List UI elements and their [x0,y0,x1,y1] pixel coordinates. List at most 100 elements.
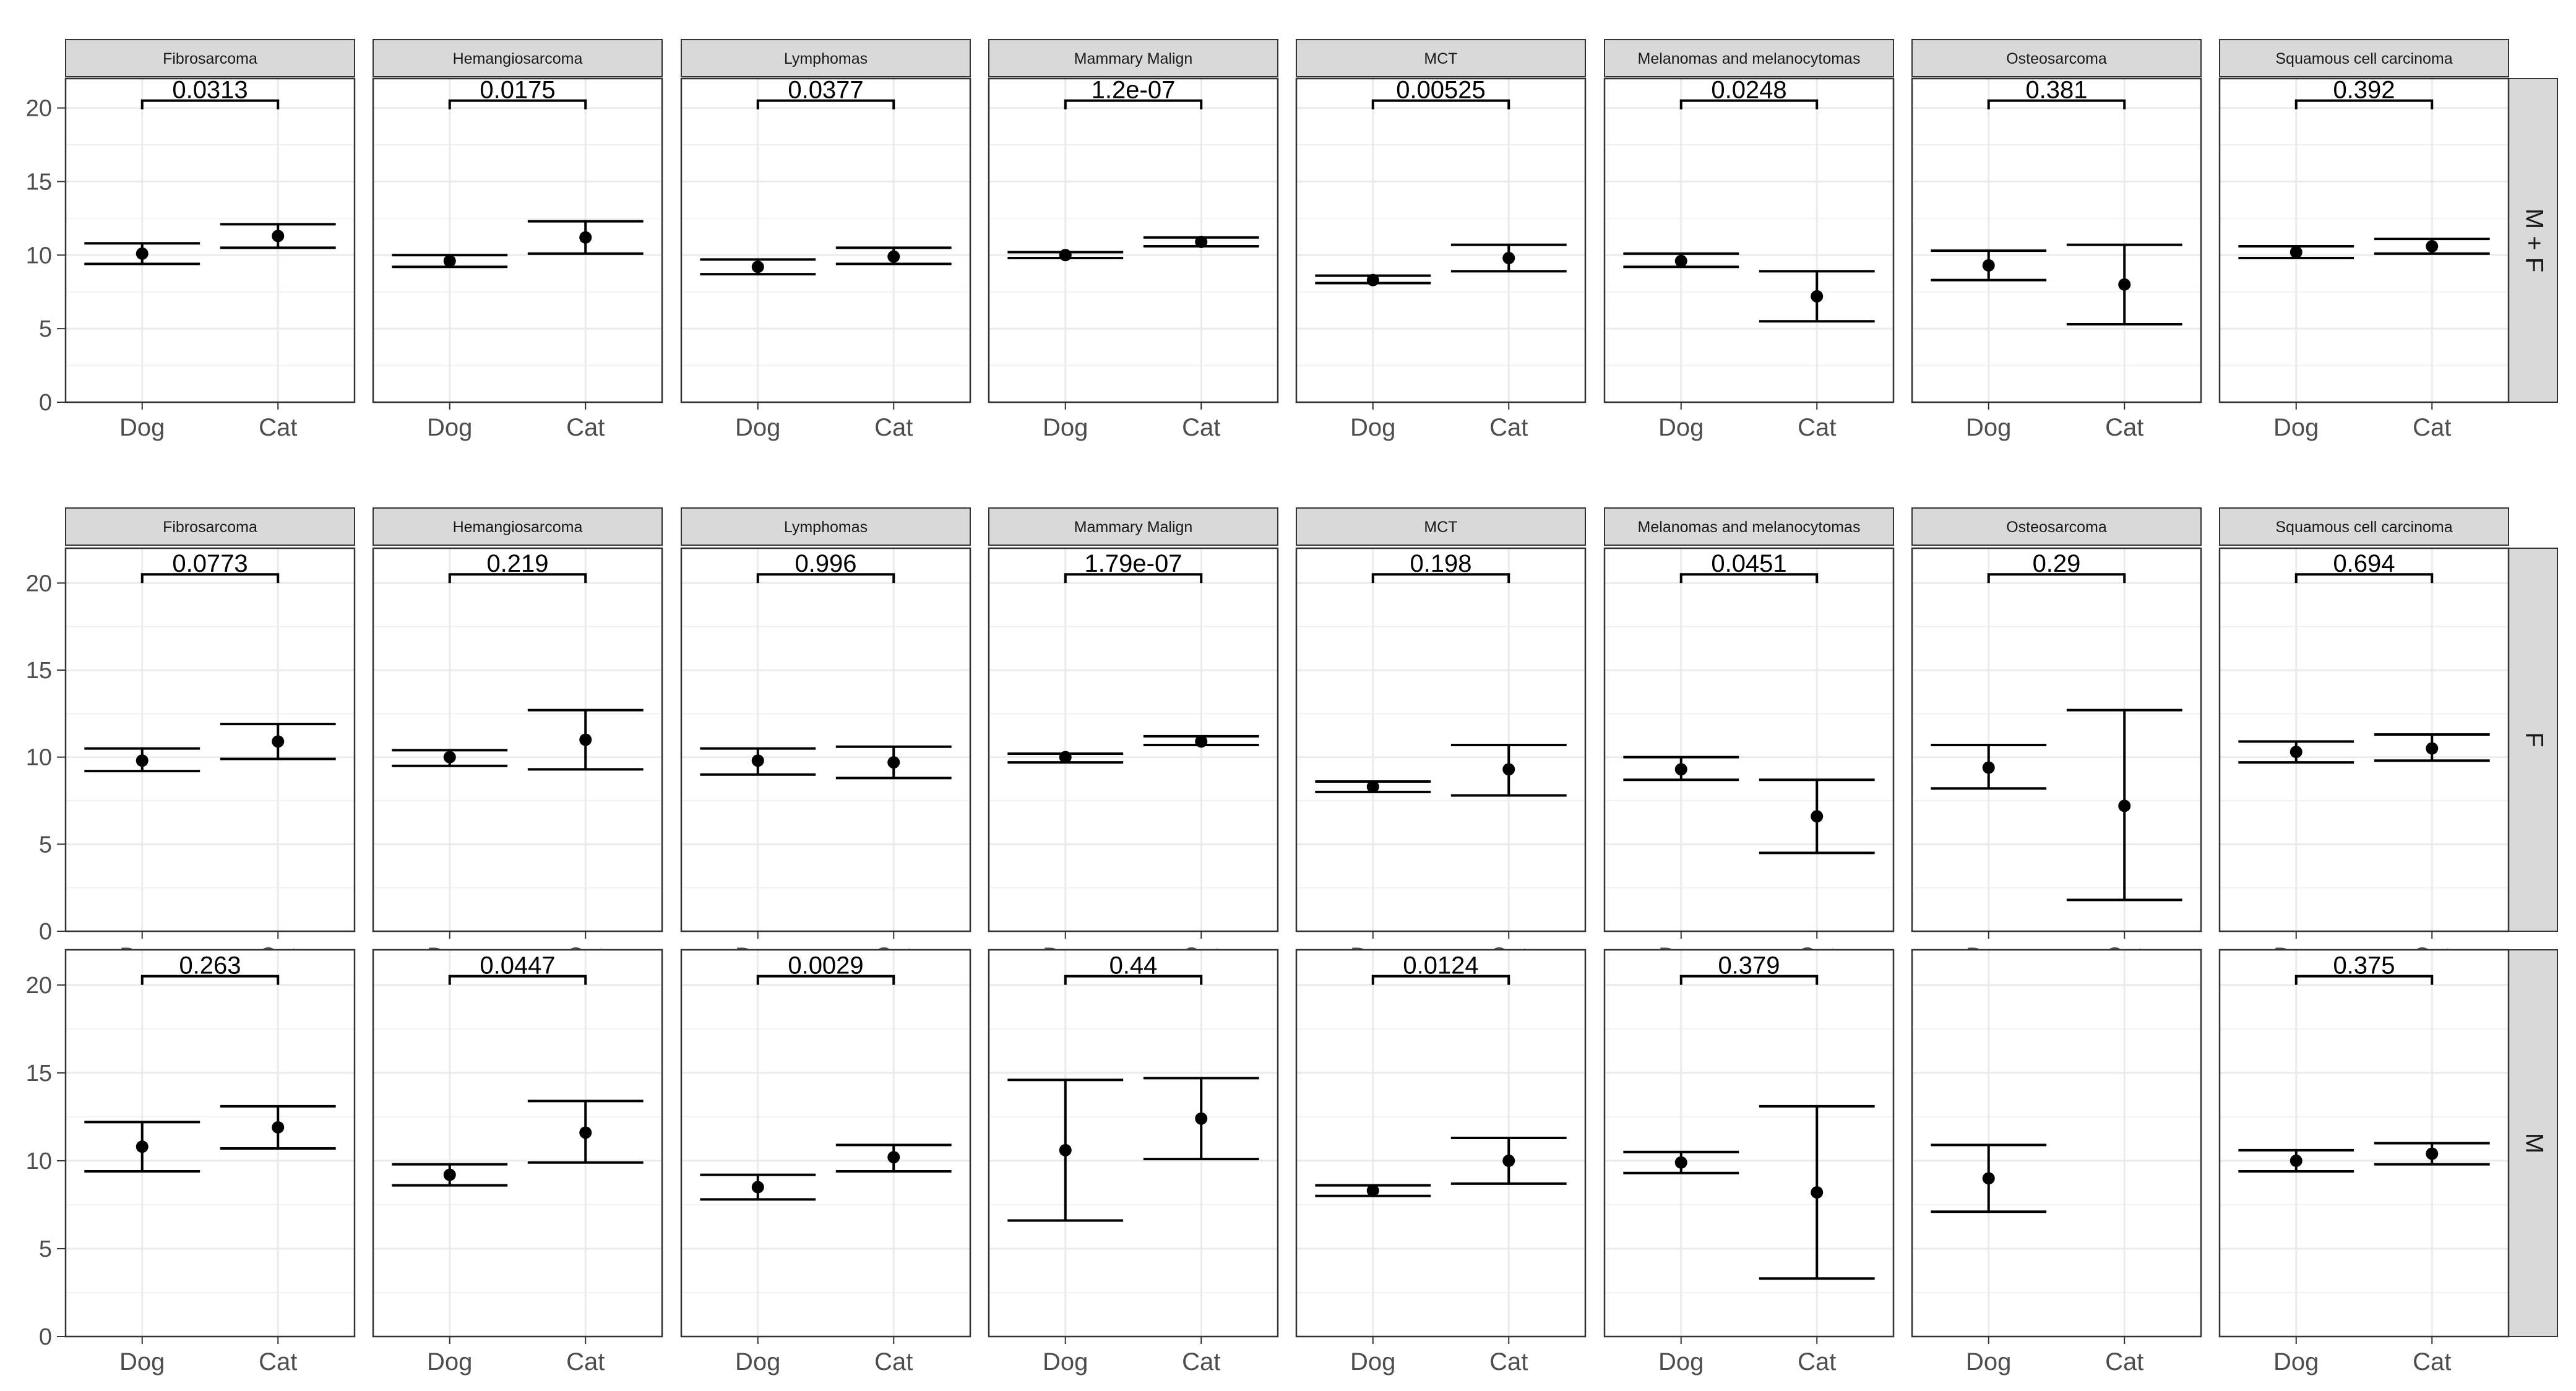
facet-strip-label: Lymphomas [784,50,868,67]
panel-border [680,77,971,403]
dog-mean-point [751,261,764,273]
panel-border [680,547,971,932]
panel-border [1911,77,2202,403]
dog-mean-point [1366,273,1379,286]
p-value-label: 1.2e-07 [1092,77,1176,104]
panel-border [1295,77,1587,403]
y-tick-label: 5 [39,832,52,858]
cat-mean-point [2426,742,2439,755]
cat-mean-point [272,735,285,748]
facet-strip [681,507,971,546]
panel-bg [681,548,970,931]
dog-mean-point [2290,746,2302,759]
significance-bracket [1371,573,1510,584]
panel-bg [373,950,662,1337]
x-tick-label: Cat [1182,1348,1220,1376]
x-tick-label: Dog [427,1348,472,1376]
x-tick-label: Dog [1658,1348,1704,1376]
panel-bg [2220,548,2509,931]
significance-bracket [1679,99,1819,110]
panel-border [1603,547,1895,932]
facet-strip [1911,507,2202,546]
cat-mean-point [579,231,592,244]
significance-bracket [1679,975,1819,985]
dog-mean-point [1366,1184,1379,1197]
x-tick-label: Cat [259,1348,297,1376]
panel-bg [1296,950,1585,1337]
p-value-label: 0.00525 [1396,77,1486,104]
dog-mean-point [443,254,456,267]
p-value-label: 0.0029 [788,952,863,980]
x-tick-label: Cat [1798,414,1836,441]
y-tick-label: 15 [26,169,52,195]
facet-strip-label: Melanomas and melanocytomas [1638,519,1861,536]
significance-bracket [140,573,280,584]
panel-border [1911,949,2202,1338]
panel-border [988,547,1279,932]
panel-bg [66,79,355,402]
significance-bracket [1064,975,1203,985]
significance-bracket [1987,573,2126,584]
p-value-label: 0.381 [2025,77,2087,104]
x-tick-label: Cat [566,414,605,441]
cat-mean-point [579,1126,592,1139]
x-tick-label: Cat [874,1348,913,1376]
panel-border [372,949,663,1338]
x-tick-label: Cat [1489,1348,1528,1376]
row-strip-label: M + F [2520,209,2548,272]
y-tick-label: 5 [39,316,52,342]
x-tick-label: Cat [2105,414,2143,441]
facet-strip [988,39,1278,77]
facet-strip-label: Lymphomas [784,519,868,536]
dog-mean-point [2290,1154,2302,1167]
cat-mean-point [1811,810,1824,823]
panel-bg [681,79,970,402]
panel-border [1295,547,1587,932]
significance-bracket [140,975,280,985]
dog-mean-point [1059,751,1072,764]
x-tick-label: Dog [427,414,472,441]
dog-mean-point [1059,249,1072,262]
panel-border [372,77,663,403]
panel-bg [373,548,662,931]
y-tick-label: 10 [26,1148,52,1174]
panel-border [2218,77,2510,403]
x-tick-label: Cat [874,414,913,441]
y-tick-label: 0 [39,390,52,416]
panel-bg [1296,548,1585,931]
cat-mean-point [2426,240,2439,253]
p-value-label: 0.0313 [172,77,248,104]
facet-strip-label: Fibrosarcoma [163,519,257,536]
p-value-label: 0.198 [1410,550,1471,577]
cat-mean-point [887,756,900,769]
x-tick-label: Cat [2413,1348,2451,1376]
cat-mean-point [2426,1147,2439,1160]
dog-mean-point [1059,1143,1072,1156]
panel-border [64,949,356,1338]
cat-mean-point [1811,1186,1824,1199]
significance-bracket [140,99,280,110]
facet-strip-label: Squamous cell carcinoma [2275,519,2452,536]
p-value-label: 0.694 [2333,550,2395,577]
panel-border [1603,949,1895,1338]
facet-strip [1296,39,1586,77]
p-value-label: 0.375 [2333,952,2395,980]
p-value-label: 0.219 [486,550,548,577]
x-tick-label: Cat [2413,414,2451,441]
cat-mean-point [887,1151,900,1164]
significance-bracket [448,99,587,110]
p-value-label: 1.79e-07 [1085,550,1182,577]
x-tick-label: Cat [1489,414,1528,441]
panel-bg [1605,548,1893,931]
panel-border [1295,949,1587,1338]
p-value-label: 0.0451 [1711,550,1786,577]
y-tick-label: 20 [26,571,52,596]
facet-strip-label: Mammary Malign [1074,50,1193,67]
panel-bg [989,548,1278,931]
x-tick-label: Dog [2273,414,2319,441]
x-tick-label: Dog [735,414,780,441]
panel-border [1911,547,2202,932]
panel-border [680,949,971,1338]
facet-strip [373,507,663,546]
facet-strip-label: Osteosarcoma [2006,519,2107,536]
